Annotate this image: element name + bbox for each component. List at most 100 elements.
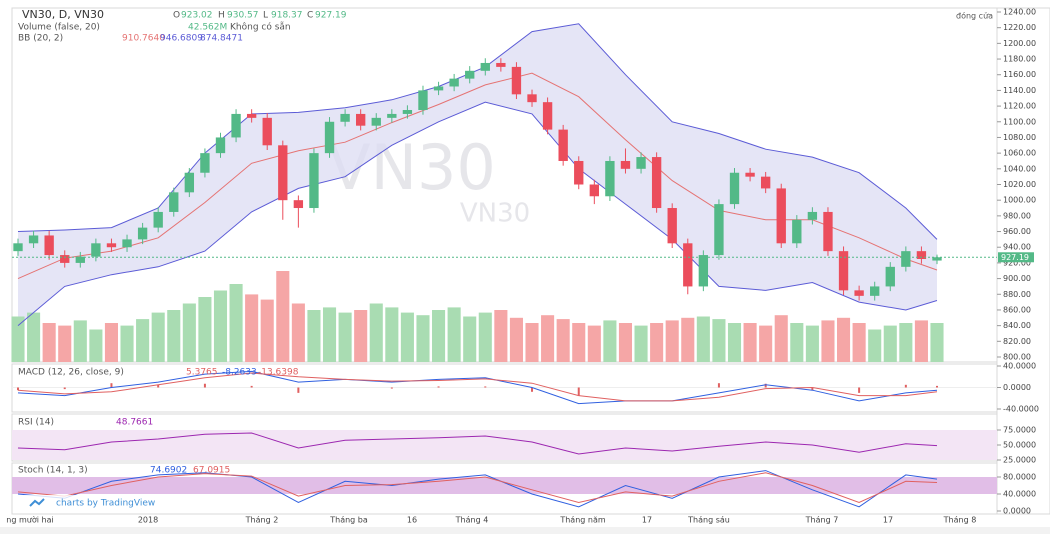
rsi-label: RSI (14) — [18, 418, 54, 428]
volume-bar — [868, 329, 882, 362]
candle-body — [589, 184, 599, 197]
bb-lower-line — [17, 101, 938, 326]
volume-bar — [245, 294, 259, 362]
candle-body — [558, 129, 568, 161]
y-tick-label: 1020.00 — [1003, 180, 1036, 189]
y-tick-label: 1040.00 — [1003, 164, 1036, 173]
volume-bar — [821, 320, 835, 362]
volume-bar — [696, 316, 710, 362]
volume-bar — [120, 325, 134, 362]
y-tick-label: 900.00 — [1003, 274, 1031, 283]
candle-body — [807, 211, 818, 220]
candle-body — [324, 121, 335, 154]
rsi-line — [17, 432, 938, 455]
candle-body — [153, 211, 163, 228]
volume-bar — [837, 317, 851, 362]
rsi-value: 48.7661 — [116, 418, 153, 428]
y-tick-label: 50.0000 — [1003, 441, 1036, 450]
candle-body — [449, 78, 459, 87]
volume-bar — [681, 317, 695, 362]
volume-bar — [354, 310, 368, 362]
volume-bar — [213, 290, 228, 362]
candle-body — [418, 90, 428, 111]
volume-bar — [509, 317, 523, 362]
volume-bar — [634, 325, 648, 362]
candle-body — [465, 70, 475, 79]
candle-body — [215, 137, 226, 154]
volume-bar — [603, 320, 617, 362]
y-tick-label: 880.00 — [1003, 290, 1031, 299]
x-tick-label: 16 — [407, 516, 417, 525]
volume-bar — [587, 325, 601, 362]
macd-hist-bar — [858, 387, 861, 393]
y-tick-label: 25.0000 — [1003, 456, 1036, 465]
volume-bar — [541, 315, 555, 362]
candle-body — [44, 235, 54, 256]
candle-body — [433, 86, 444, 91]
macd-hist-bar — [250, 385, 253, 388]
candle-body — [714, 204, 724, 256]
volume-bar — [291, 303, 305, 362]
candle-body — [340, 113, 350, 122]
volume-bar — [260, 299, 274, 362]
volume-bar — [463, 316, 477, 362]
macd-hist-bar — [577, 387, 580, 396]
volume-bar — [369, 303, 383, 362]
candle-body — [745, 172, 755, 177]
stoch-band — [12, 477, 997, 494]
volume-bar — [73, 320, 87, 362]
volume-bar — [914, 320, 928, 362]
macd-hist-bar — [63, 387, 66, 390]
macd-hist-bar — [531, 387, 534, 392]
macd-hist-bar — [17, 387, 19, 391]
candle-body — [636, 157, 646, 169]
candle-body — [870, 286, 880, 296]
volume-bar — [27, 312, 41, 362]
volume-bar — [276, 271, 290, 362]
volume-bar — [89, 329, 103, 362]
volume-bar — [229, 284, 243, 362]
candle-body — [574, 160, 584, 185]
volume-bar — [400, 312, 414, 362]
candle-body — [91, 243, 101, 257]
candle-body — [542, 102, 553, 130]
watermark-sub: VN30 — [460, 199, 530, 229]
l-value: 918.37 — [271, 11, 303, 21]
candle-body — [698, 255, 709, 287]
stoch-k-value: 74.6902 — [150, 466, 187, 476]
macd-hist-bar — [811, 387, 814, 391]
y-tick-label: 80.0000 — [1003, 473, 1036, 482]
volume-bar — [805, 325, 819, 362]
volume-bar — [432, 310, 446, 362]
y-tick-label: 75.0000 — [1003, 426, 1036, 435]
bb-lower: 874.8471 — [200, 34, 243, 44]
volume-bar — [385, 307, 399, 362]
volume-bar — [712, 319, 726, 362]
volume-bar — [447, 307, 461, 362]
branding-box — [24, 495, 176, 511]
o-label: O — [173, 11, 180, 21]
rsi-band — [12, 430, 997, 460]
y-tick-label: 1200.00 — [1003, 39, 1036, 48]
volume-bar — [650, 323, 664, 362]
x-tick-label: Tháng năm — [559, 516, 606, 525]
x-tick-label: Tháng ba — [329, 516, 368, 525]
macd-hist-bar — [484, 386, 487, 388]
candle-body — [527, 94, 537, 103]
c-label: C — [307, 11, 313, 21]
candle-body — [60, 255, 70, 263]
candle-body — [651, 157, 662, 209]
y-tick-label: 840.00 — [1003, 321, 1031, 330]
volume-bar — [11, 316, 25, 362]
candle-body — [854, 290, 864, 296]
volume-bar — [198, 297, 212, 362]
volume-bar — [743, 323, 757, 362]
x-tick-label: ng mười hai — [6, 515, 53, 525]
volume-bar — [136, 319, 150, 362]
volume-bar — [883, 325, 897, 362]
candle-body — [122, 239, 132, 248]
volume-bar — [42, 323, 56, 362]
branding[interactable]: charts by TradingView — [56, 499, 155, 509]
macd-hist-bar — [157, 384, 160, 388]
volume-bar — [618, 323, 633, 362]
